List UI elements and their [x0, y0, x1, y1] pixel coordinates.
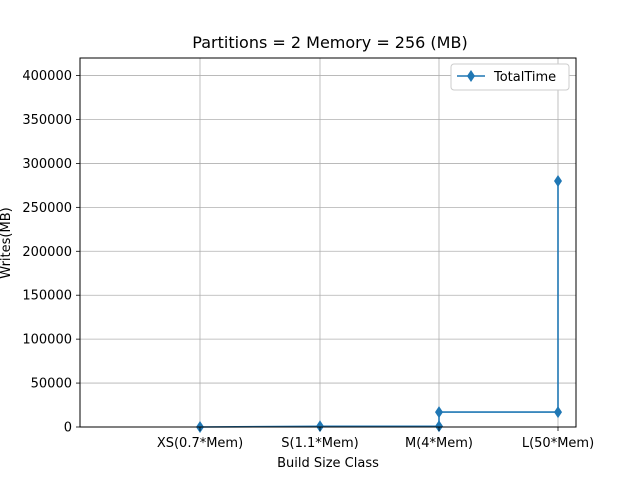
x-tick-label: M(4*Mem): [405, 436, 473, 451]
x-tick-label: S(1.1*Mem): [281, 436, 358, 451]
legend: TotalTime: [450, 63, 570, 91]
y-tick-label: 350000: [22, 113, 72, 128]
data-point-marker: [316, 420, 324, 433]
y-tick-label: 150000: [22, 289, 72, 304]
data-point-marker: [554, 175, 562, 187]
y-tick-label: 200000: [22, 245, 72, 260]
series-line: [199, 181, 559, 428]
plot-area: [80, 58, 576, 427]
y-axis-label: Writes(MB): [0, 207, 14, 278]
data-point-marker: [435, 406, 443, 419]
y-tick-label: 400000: [22, 69, 72, 84]
legend-label: TotalTime: [493, 70, 556, 85]
x-ticks: XS(0.7*Mem) S(1.1*Mem) M(4*Mem) L(50*Mem): [157, 427, 594, 451]
y-tick-label: 50000: [31, 377, 72, 392]
y-tick-label: 0: [64, 421, 72, 436]
plot-frame: [79, 57, 577, 428]
y-ticks: 0 50000 100000 150000 200000 250000 300000 3500…: [22, 69, 80, 436]
series-layer: [196, 175, 562, 433]
legend-box: [450, 63, 570, 91]
legend-diamond-marker: [467, 70, 475, 82]
x-tick-label: L(50*Mem): [522, 436, 594, 451]
x-axis-label: Build Size Class: [277, 456, 379, 471]
data-point-marker: [435, 420, 443, 433]
y-tick-label: 100000: [22, 333, 72, 348]
y-tick-label: 250000: [22, 201, 72, 216]
data-point-marker: [554, 406, 562, 419]
y-tick-label: 300000: [22, 157, 72, 172]
chart-title: Partitions = 2 Memory = 256 (MB): [192, 33, 467, 52]
x-tick-label: XS(0.7*Mem): [157, 436, 243, 451]
